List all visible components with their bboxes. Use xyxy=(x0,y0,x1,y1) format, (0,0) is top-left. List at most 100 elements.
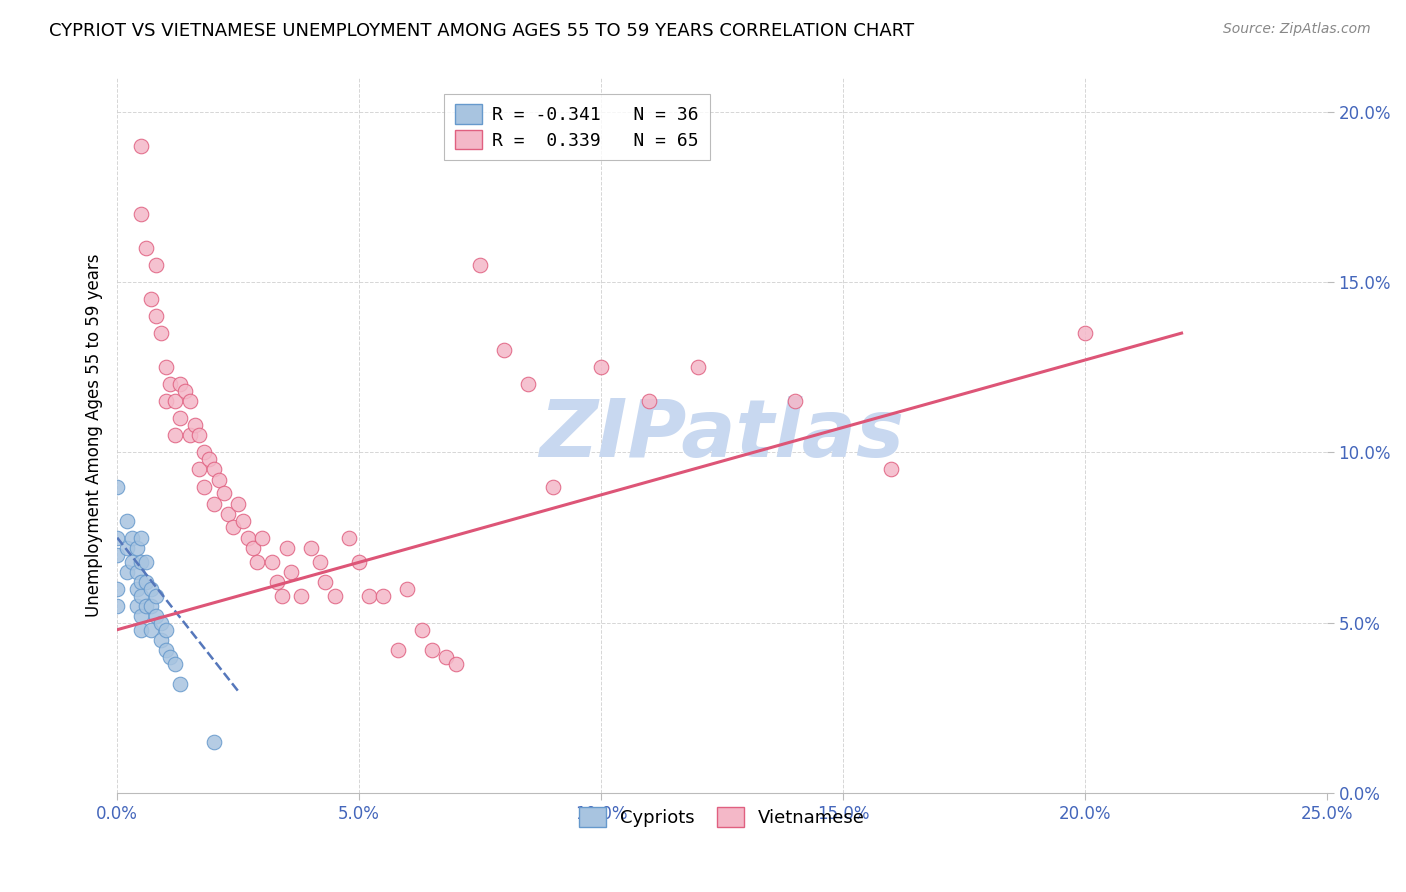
Point xyxy=(149,632,172,647)
Point xyxy=(266,574,288,589)
Point xyxy=(135,241,157,255)
Point xyxy=(125,582,148,596)
Point xyxy=(193,445,215,459)
Point xyxy=(260,555,283,569)
Point xyxy=(155,394,177,409)
Point xyxy=(541,479,564,493)
Point xyxy=(115,541,138,555)
Point xyxy=(105,479,128,493)
Point xyxy=(169,411,191,425)
Point xyxy=(299,541,322,555)
Point xyxy=(236,531,259,545)
Point xyxy=(165,428,187,442)
Point xyxy=(188,462,211,476)
Point xyxy=(232,514,254,528)
Point xyxy=(638,394,661,409)
Point xyxy=(135,599,157,613)
Point xyxy=(135,574,157,589)
Point xyxy=(169,677,191,691)
Point xyxy=(115,514,138,528)
Point xyxy=(131,555,153,569)
Point xyxy=(226,497,249,511)
Point xyxy=(1074,326,1097,340)
Point xyxy=(387,643,409,657)
Point xyxy=(125,599,148,613)
Point xyxy=(686,360,709,375)
Point xyxy=(183,418,205,433)
Point xyxy=(125,565,148,579)
Point xyxy=(517,377,540,392)
Point xyxy=(468,258,491,272)
Point xyxy=(149,615,172,630)
Point xyxy=(145,609,167,624)
Point xyxy=(149,326,172,340)
Point xyxy=(252,531,274,545)
Point xyxy=(222,520,245,534)
Point xyxy=(217,507,239,521)
Point xyxy=(188,428,211,442)
Point xyxy=(242,541,264,555)
Point xyxy=(115,565,138,579)
Y-axis label: Unemployment Among Ages 55 to 59 years: Unemployment Among Ages 55 to 59 years xyxy=(86,253,103,617)
Point xyxy=(131,207,153,221)
Point xyxy=(202,462,225,476)
Point xyxy=(314,574,336,589)
Point xyxy=(139,292,162,306)
Point xyxy=(270,589,292,603)
Point xyxy=(411,623,433,637)
Point xyxy=(420,643,443,657)
Point xyxy=(155,360,177,375)
Point xyxy=(105,582,128,596)
Point xyxy=(290,589,312,603)
Point xyxy=(434,650,457,665)
Point xyxy=(159,377,181,392)
Point xyxy=(444,657,467,671)
Point xyxy=(202,497,225,511)
Text: Source: ZipAtlas.com: Source: ZipAtlas.com xyxy=(1223,22,1371,37)
Point xyxy=(179,428,201,442)
Point xyxy=(155,623,177,637)
Point xyxy=(139,599,162,613)
Legend: Cypriots, Vietnamese: Cypriots, Vietnamese xyxy=(572,800,872,834)
Point xyxy=(131,623,153,637)
Point xyxy=(309,555,332,569)
Point xyxy=(165,394,187,409)
Point xyxy=(347,555,370,569)
Point xyxy=(193,479,215,493)
Point xyxy=(159,650,181,665)
Point xyxy=(135,555,157,569)
Point xyxy=(131,531,153,545)
Text: CYPRIOT VS VIETNAMESE UNEMPLOYMENT AMONG AGES 55 TO 59 YEARS CORRELATION CHART: CYPRIOT VS VIETNAMESE UNEMPLOYMENT AMONG… xyxy=(49,22,914,40)
Point xyxy=(169,377,191,392)
Point xyxy=(280,565,302,579)
Point xyxy=(165,657,187,671)
Point xyxy=(145,589,167,603)
Point xyxy=(174,384,197,398)
Point xyxy=(323,589,346,603)
Point xyxy=(155,643,177,657)
Point xyxy=(589,360,612,375)
Point xyxy=(179,394,201,409)
Point xyxy=(246,555,269,569)
Point xyxy=(373,589,395,603)
Point xyxy=(339,531,361,545)
Point xyxy=(202,735,225,749)
Point xyxy=(276,541,298,555)
Point xyxy=(139,582,162,596)
Text: ZIPatlas: ZIPatlas xyxy=(540,396,904,475)
Point xyxy=(880,462,903,476)
Point xyxy=(121,531,143,545)
Point xyxy=(121,555,143,569)
Point xyxy=(131,574,153,589)
Point xyxy=(145,258,167,272)
Point xyxy=(198,452,221,467)
Point xyxy=(131,589,153,603)
Point xyxy=(396,582,419,596)
Point xyxy=(139,623,162,637)
Point xyxy=(783,394,806,409)
Point xyxy=(105,531,128,545)
Point xyxy=(494,343,516,358)
Point xyxy=(212,486,235,500)
Point xyxy=(105,548,128,562)
Point xyxy=(208,473,231,487)
